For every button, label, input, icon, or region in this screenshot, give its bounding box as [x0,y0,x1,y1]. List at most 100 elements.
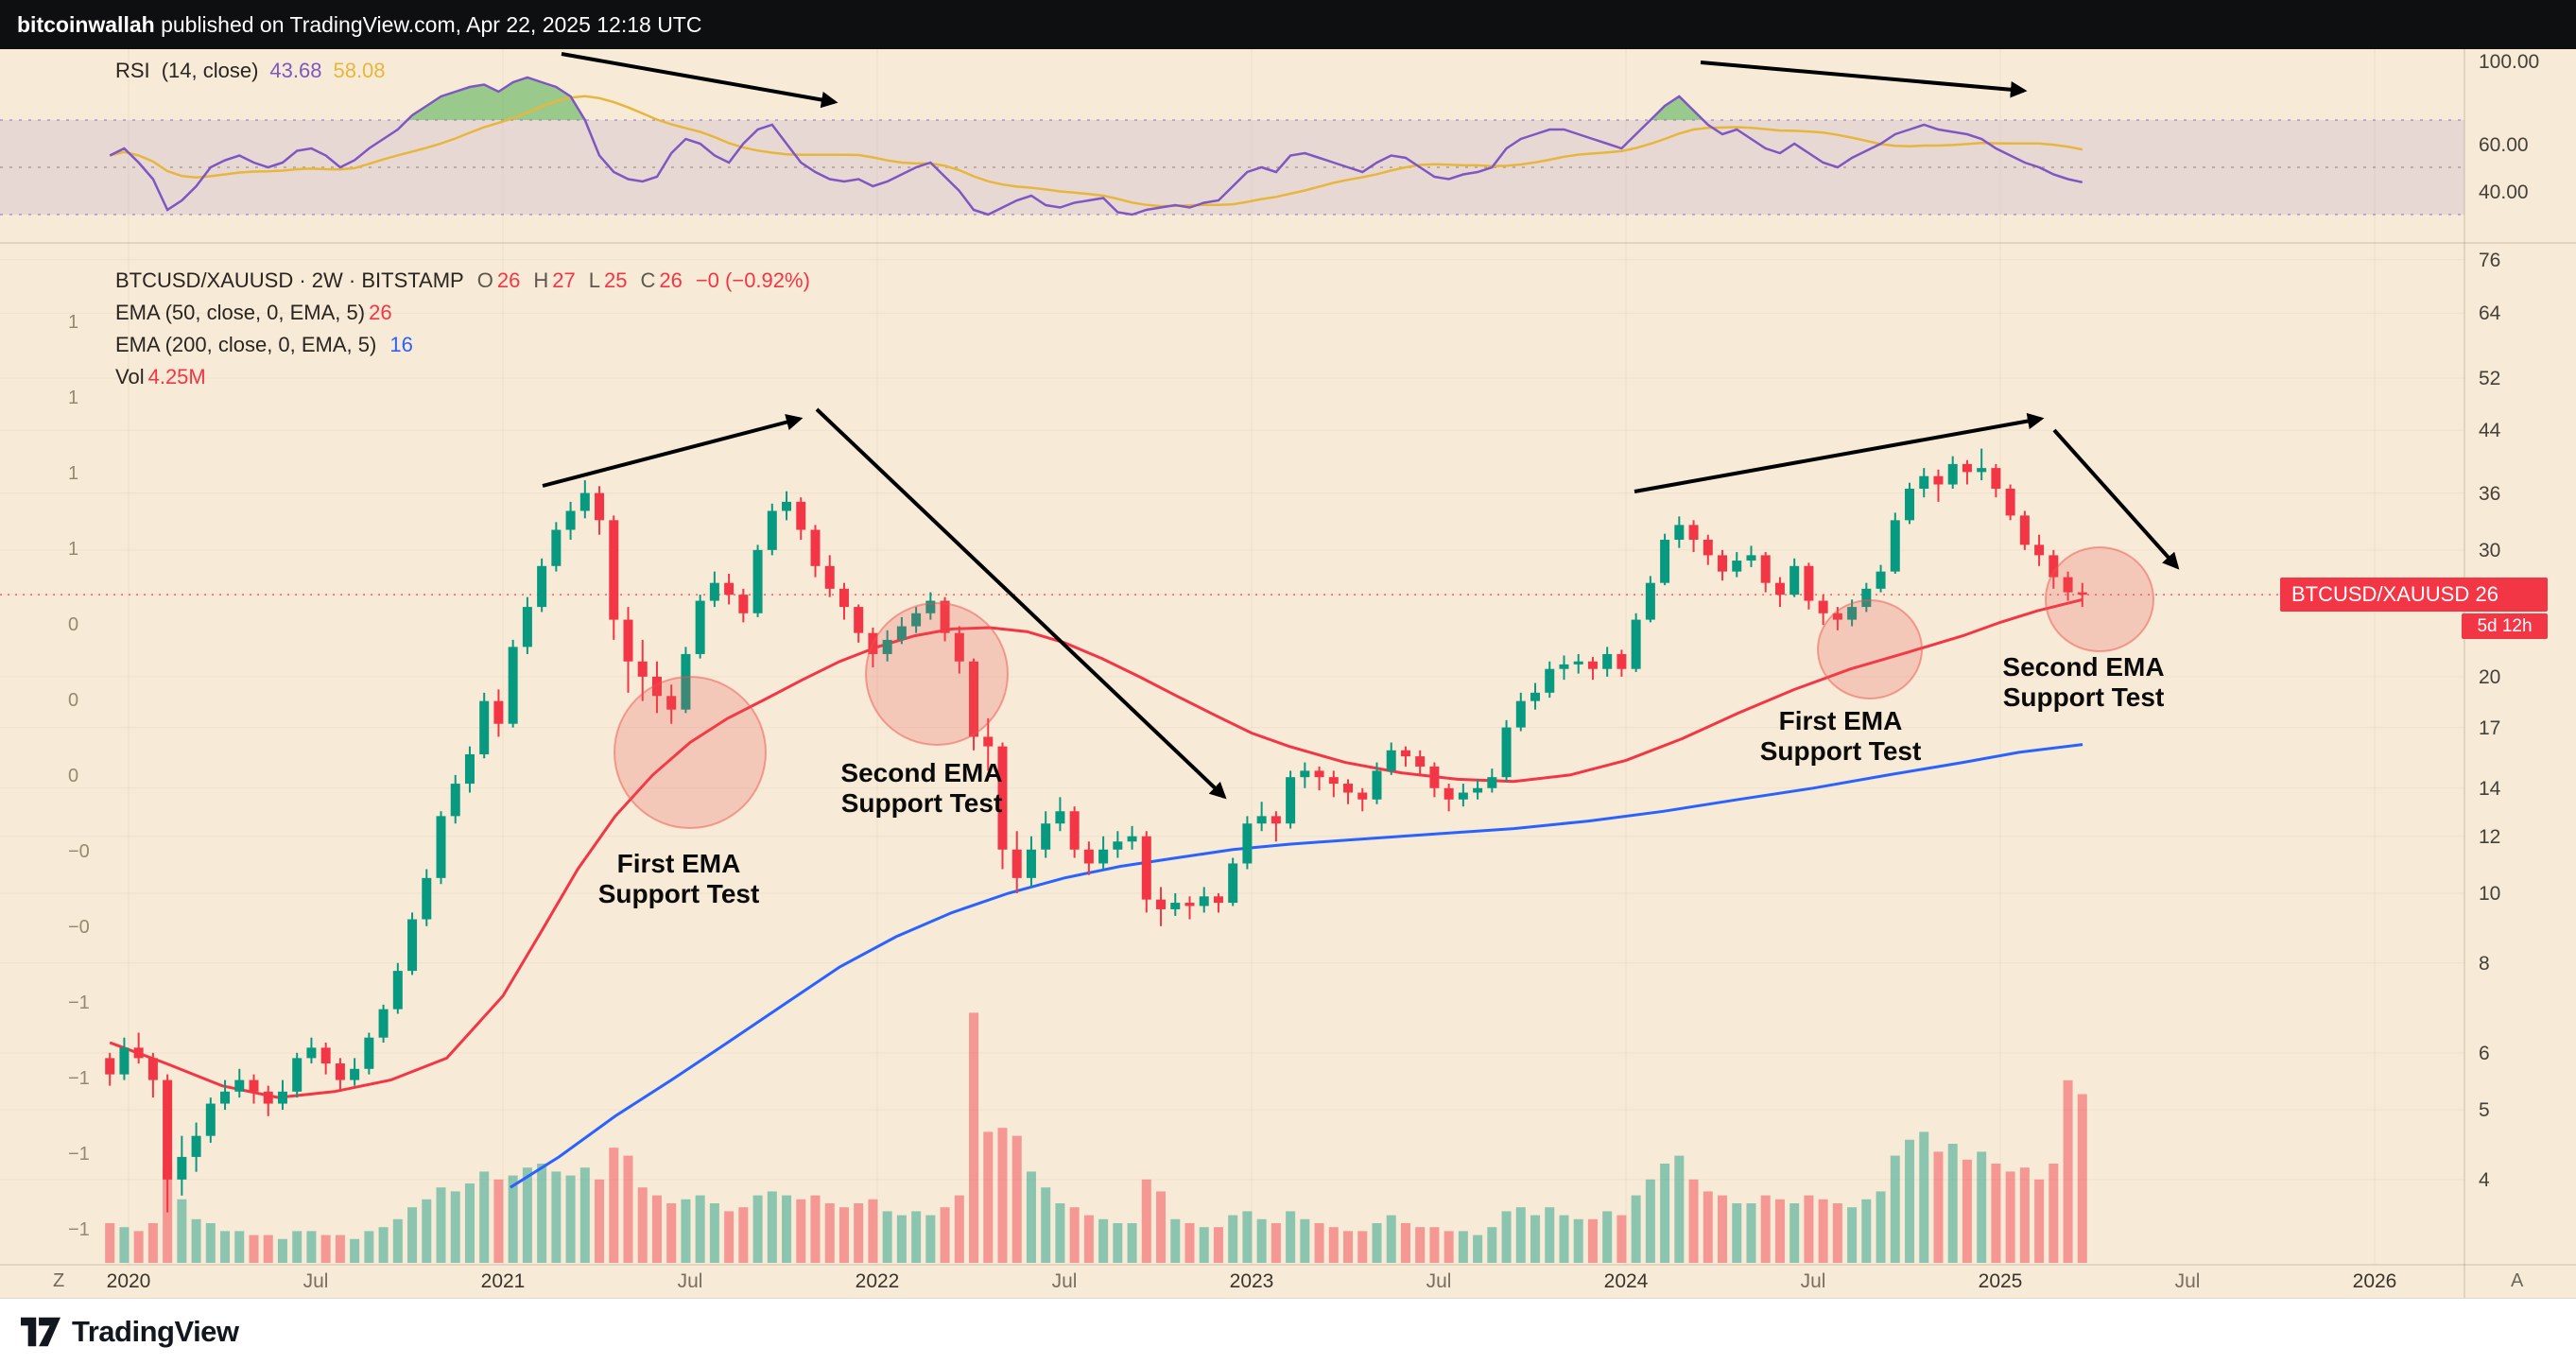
candle-body [335,1063,345,1080]
volume-bar [954,1195,964,1263]
candle-body [854,607,864,633]
main-legend[interactable]: BTCUSD/XAUUSD · 2W · BITSTAMP O 26 H 27 L 25 C 2… [115,265,810,393]
trend-arrow[interactable] [1634,412,2045,493]
left-tick-7: −0 [68,841,90,862]
candle-body [1804,565,1814,601]
annotation-first-ema-support-test-2021[interactable]: First EMA Support Test [597,849,760,909]
candle-body [1674,525,1685,541]
support-test-circle[interactable] [1817,599,1923,699]
ema200-line[interactable] [510,743,2083,1189]
bar-countdown: 5d 12h [2462,613,2548,639]
time-axis[interactable]: 2020 Jul 2021 Jul 2022 Jul 2023 Jul 2024 Jul 2025 J… [0,1265,2576,1298]
annotation-second-ema-support-test-2022[interactable]: Second EMA Support Test [840,758,1003,819]
volume-bar [1559,1215,1569,1263]
price-scale[interactable]: 76 64 52 44 36 30 26 20 17 14 12 10 8 6 5 4 100.00 60.00 4… [2465,0,2576,1298]
ema50-value: 26 [369,301,392,324]
tradingview-logo-icon[interactable] [21,1317,61,1347]
volume-bar [1328,1227,1339,1263]
support-test-circle[interactable] [2045,546,2154,652]
candle-body [1314,770,1324,778]
publish-details: published on TradingView.com, Apr 22, 20… [154,11,702,37]
volume-bar [1026,1171,1036,1263]
candle-body [1444,787,1454,800]
volume-bar [479,1171,490,1263]
candle-body [205,1103,216,1136]
trend-arrow[interactable] [815,407,1227,800]
price-tick-20: 20 [2479,665,2501,688]
volume-bar [1545,1207,1555,1263]
volume-bar [1271,1223,1281,1263]
volume-bar [1041,1187,1051,1263]
trend-arrow[interactable] [561,52,838,109]
publisher-username: bitcoinwallah [17,11,155,37]
rsi-tick-40: 40.00 [2479,181,2529,203]
ema200-value: 16 [389,333,413,356]
time-tick-2025-2025: 2025 [1978,1270,2023,1292]
price-tick-64: 64 [2479,302,2501,325]
candle-body [1703,540,1713,556]
annotation-first-ema-support-test-2024[interactable]: First EMA Support Test [1759,706,1922,767]
candle-body [595,492,605,521]
left-tick-1: 1 [68,388,79,408]
ema50-line[interactable] [109,597,2083,1099]
price-tick-12: 12 [2479,825,2501,848]
candle-body [119,1047,130,1075]
volume-bar [940,1207,950,1263]
support-test-circle[interactable] [614,676,767,829]
volume-bar [1760,1195,1771,1263]
price-tick-36: 36 [2479,482,2501,505]
trend-arrow[interactable] [1700,60,2028,98]
rsi-overbought-fill [407,78,585,120]
volume-bar [1515,1207,1526,1263]
rsi-legend[interactable]: RSI (14, close) 43.68 58.08 [115,59,397,83]
volume-bar [609,1148,619,1263]
tradingview-brand[interactable]: TradingView [72,1314,239,1348]
volume-bar [623,1155,633,1263]
candle-body [1357,792,1368,800]
candle-body [565,510,576,530]
candle-body [220,1091,231,1104]
volume-bar [1616,1215,1627,1263]
volume-bar [1444,1231,1454,1263]
candle-body [1011,849,1022,878]
rsi-legend-title: RSI [115,59,150,82]
candle-body [940,600,950,633]
candle-body [450,784,460,817]
volume-bar [1184,1223,1195,1263]
candle-body [551,529,562,566]
volume-bar [1400,1223,1410,1263]
volume-bar [1674,1155,1685,1263]
candle-body [2049,555,2059,578]
volume-bar [1156,1191,1167,1263]
candle-body [1774,582,1785,596]
price-tick-10: 10 [2479,882,2501,905]
volume-bar [249,1235,259,1263]
volume-bar [436,1187,446,1263]
volume-bar [551,1171,562,1263]
annotation-second-ema-support-test-2025[interactable]: Second EMA Support Test [2002,652,2165,713]
volume-bar [1847,1207,1858,1263]
trend-arrow[interactable] [542,414,804,488]
left-tick-0: 1 [68,312,79,333]
left-tick-6: 0 [68,766,79,786]
candle-body [522,607,532,647]
volume-bar [1789,1203,1800,1263]
volume-bar [2063,1079,2073,1263]
support-test-circle[interactable] [865,602,1009,746]
trend-arrow[interactable] [2052,428,2180,570]
volume-bar [997,1128,1008,1263]
candle-body [392,971,403,1010]
volume-bar [508,1175,518,1263]
price-label-value: 26 [2475,582,2498,606]
left-tick-3: 1 [68,539,79,560]
candle-body [1501,727,1512,778]
volume-bar [824,1203,835,1263]
candle-body [1242,823,1253,864]
candle-body [1372,770,1382,800]
volume-bar [1876,1191,1886,1263]
candle-body [1271,816,1281,824]
volume-bar [1011,1135,1022,1263]
candle-body [1069,811,1080,850]
volume-bar [1602,1211,1613,1263]
